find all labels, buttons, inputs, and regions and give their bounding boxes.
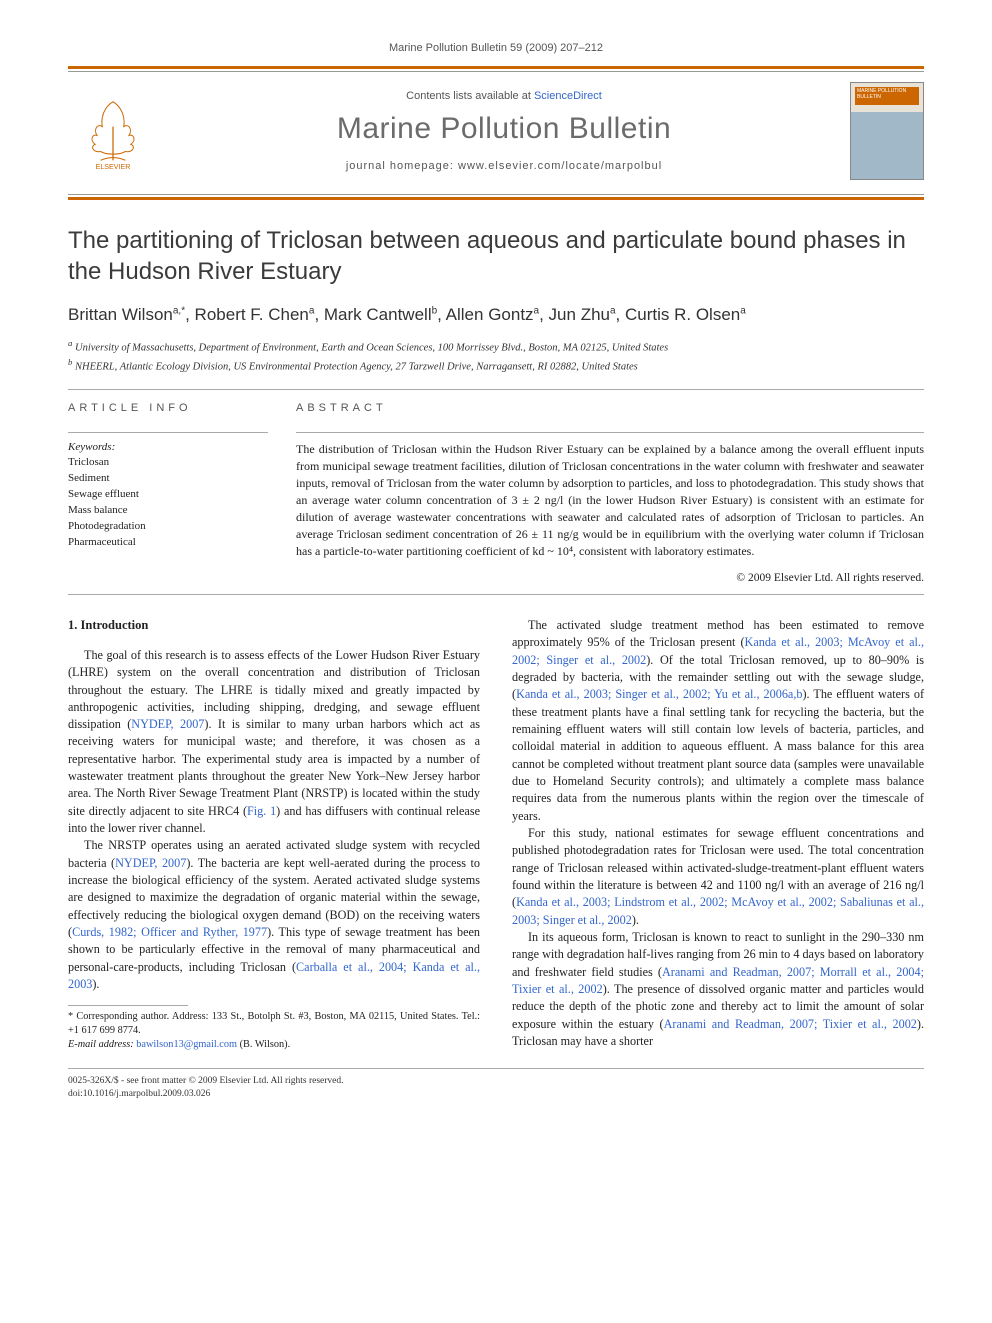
keyword-item: Sediment — [68, 471, 268, 487]
masthead: ELSEVIER Contents lists available at Sci… — [68, 66, 924, 200]
cite-fig-1[interactable]: Fig. 1 — [247, 804, 276, 818]
article-title: The partitioning of Triclosan between aq… — [68, 226, 924, 287]
para-4-b: ). — [632, 913, 639, 927]
cite-nydep-2007-b[interactable]: NYDEP, 2007 — [115, 856, 186, 870]
para-2: The NRSTP operates using an aerated acti… — [68, 837, 480, 993]
publisher-logo: ELSEVIER — [68, 86, 158, 176]
article-info-heading: ARTICLE INFO — [68, 402, 268, 414]
para-1: The goal of this research is to assess e… — [68, 647, 480, 838]
para-3: The activated sludge treatment method ha… — [512, 617, 924, 825]
email-label: E-mail address: — [68, 1039, 134, 1050]
affiliation-a: a University of Massachusetts, Departmen… — [68, 337, 924, 356]
cite-aranami-tixier[interactable]: Aranami and Readman, 2007; Tixier et al.… — [664, 1017, 917, 1031]
para-5: In its aqueous form, Triclosan is known … — [512, 929, 924, 1050]
journal-homepage-line: journal homepage: www.elsevier.com/locat… — [170, 160, 838, 172]
keywords-label: Keywords: — [68, 441, 268, 453]
footnotes: * Corresponding author. Address: 133 St.… — [68, 1010, 480, 1052]
info-abstract-row: ARTICLE INFO Keywords: TriclosanSediment… — [68, 402, 924, 584]
para-3-c: ). The effluent waters of these treatmen… — [512, 687, 924, 822]
masthead-center: Contents lists available at ScienceDirec… — [170, 90, 838, 172]
body-column-right: The activated sludge treatment method ha… — [512, 617, 924, 1052]
running-head: Marine Pollution Bulletin 59 (2009) 207–… — [68, 42, 924, 54]
cite-curds-officer[interactable]: Curds, 1982; Officer and Ryther, 1977 — [72, 925, 267, 939]
corresponding-author-note: * Corresponding author. Address: 133 St.… — [68, 1010, 480, 1038]
page-root: Marine Pollution Bulletin 59 (2009) 207–… — [0, 0, 992, 1121]
keyword-item: Triclosan — [68, 455, 268, 471]
para-1-b: ). It is similar to many urban harbors w… — [68, 717, 480, 818]
affiliation-b: b NHEERL, Atlantic Ecology Division, US … — [68, 356, 924, 375]
rule-under-article-info — [68, 432, 268, 433]
para-4: For this study, national estimates for s… — [512, 825, 924, 929]
rule-below-abstract — [68, 594, 924, 595]
journal-cover-thumbnail: MARINE POLLUTION BULLETIN — [850, 82, 924, 180]
affiliation-b-text: NHEERL, Atlantic Ecology Division, US En… — [75, 362, 638, 373]
cite-kanda-singer-yu[interactable]: Kanda et al., 2003; Singer et al., 2002;… — [516, 687, 802, 701]
homepage-url[interactable]: www.elsevier.com/locate/marpolbul — [458, 160, 662, 172]
keyword-item: Sewage effluent — [68, 487, 268, 503]
cite-kanda-lindstrom-etc[interactable]: Kanda et al., 2003; Lindstrom et al., 20… — [512, 895, 924, 926]
footer-front-matter: 0025-326X/$ - see front matter © 2009 El… — [68, 1075, 924, 1088]
page-footer: 0025-326X/$ - see front matter © 2009 El… — [68, 1068, 924, 1101]
keyword-item: Mass balance — [68, 503, 268, 519]
rule-above-abstract — [68, 389, 924, 390]
keyword-item: Pharmaceutical — [68, 535, 268, 551]
homepage-prefix: journal homepage: — [346, 160, 458, 172]
email-line: E-mail address: bawilson13@gmail.com (B.… — [68, 1038, 480, 1052]
cover-thumb-label: MARINE POLLUTION BULLETIN — [857, 89, 923, 100]
para-2-d: ). — [92, 977, 99, 991]
contents-prefix: Contents lists available at — [406, 90, 534, 102]
affiliations: a University of Massachusetts, Departmen… — [68, 337, 924, 374]
affiliation-a-text: University of Massachusetts, Department … — [75, 343, 668, 354]
section-1-heading: 1. Introduction — [68, 617, 480, 635]
cite-nydep-2007-a[interactable]: NYDEP, 2007 — [131, 717, 204, 731]
publisher-name: ELSEVIER — [96, 163, 131, 171]
copyright-line: © 2009 Elsevier Ltd. All rights reserved… — [296, 572, 924, 584]
email-suffix: (B. Wilson). — [240, 1039, 291, 1050]
keywords-list: TriclosanSedimentSewage effluentMass bal… — [68, 455, 268, 551]
author-email-link[interactable]: bawilson13@gmail.com — [136, 1039, 237, 1050]
footer-doi: doi:10.1016/j.marpolbul.2009.03.026 — [68, 1088, 924, 1101]
footnote-separator — [68, 1005, 188, 1006]
abstract-text: The distribution of Triclosan within the… — [296, 441, 924, 560]
body-two-columns: 1. Introduction The goal of this researc… — [68, 617, 924, 1052]
journal-name: Marine Pollution Bulletin — [170, 112, 838, 146]
keyword-item: Photodegradation — [68, 519, 268, 535]
contents-available-line: Contents lists available at ScienceDirec… — [170, 90, 838, 102]
body-column-left: 1. Introduction The goal of this researc… — [68, 617, 480, 1052]
abstract-heading: ABSTRACT — [296, 402, 924, 414]
sciencedirect-link[interactable]: ScienceDirect — [534, 90, 602, 102]
abstract-column: ABSTRACT The distribution of Triclosan w… — [296, 402, 924, 584]
rule-under-abstract-head — [296, 432, 924, 433]
masthead-inner: ELSEVIER Contents lists available at Sci… — [68, 71, 924, 195]
author-list: Brittan Wilsona,*, Robert F. Chena, Mark… — [68, 305, 924, 325]
elsevier-tree-icon: ELSEVIER — [73, 91, 153, 171]
article-info-column: ARTICLE INFO Keywords: TriclosanSediment… — [68, 402, 268, 584]
